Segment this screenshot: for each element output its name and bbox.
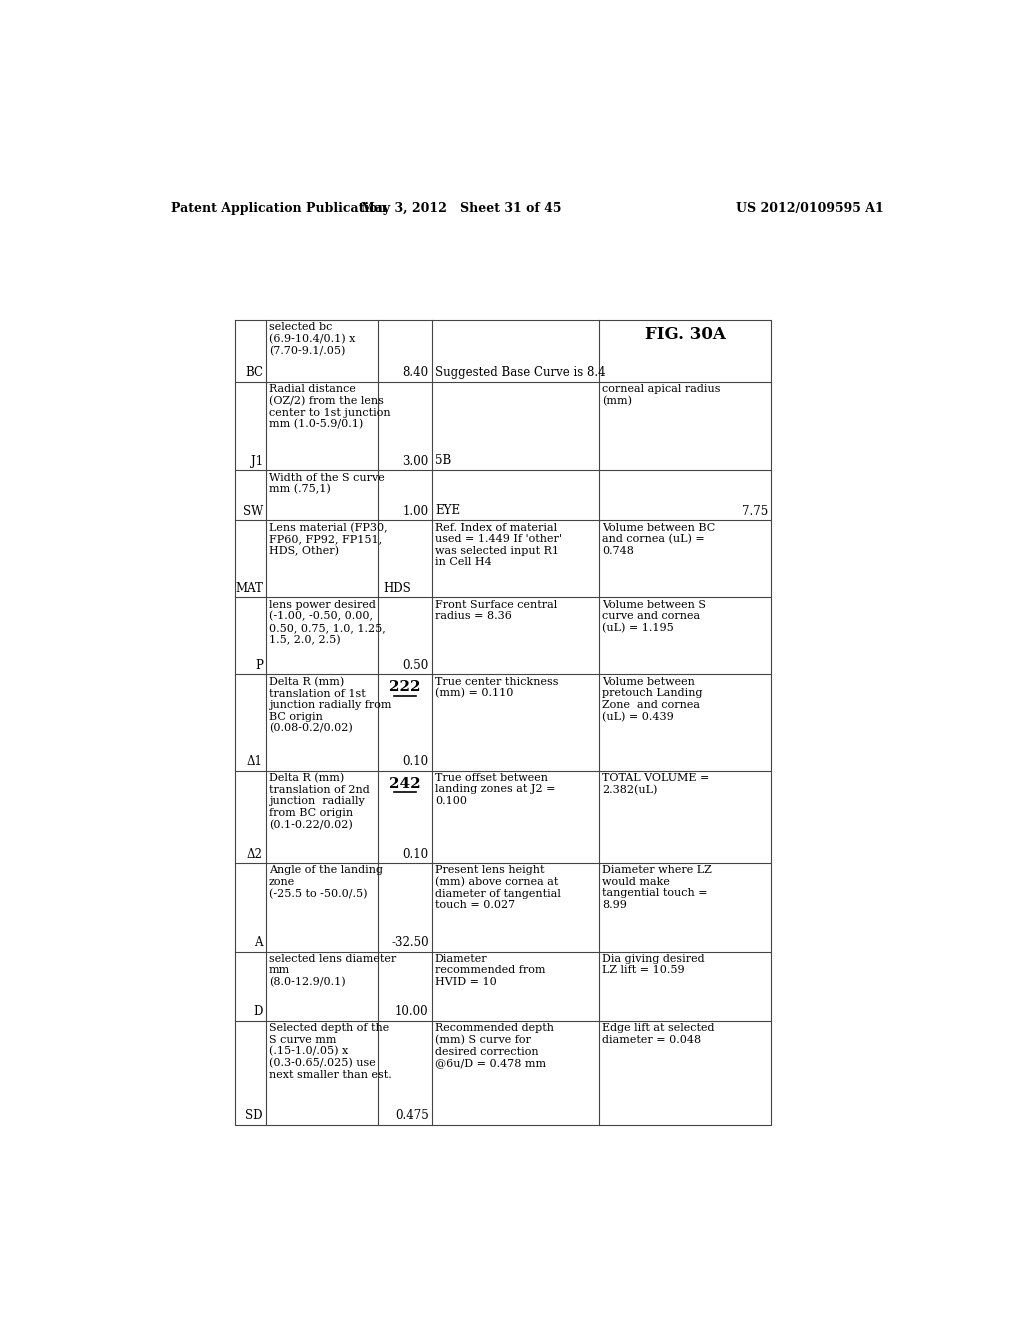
Text: HDS: HDS [384,582,412,595]
Text: 1.00: 1.00 [402,506,429,517]
Text: corneal apical radius
(mm): corneal apical radius (mm) [602,384,721,407]
Text: Selected depth of the
S curve mm
(.15-1.0/.05) x
(0.3-0.65/.025) use
next smalle: Selected depth of the S curve mm (.15-1.… [269,1023,392,1080]
Text: Lens material (FP30,
FP60, FP92, FP151,
HDS, Other): Lens material (FP30, FP60, FP92, FP151, … [269,523,388,557]
Text: lens power desired
(-1.00, -0.50, 0.00,
0.50, 0.75, 1.0, 1.25,
1.5, 2.0, 2.5): lens power desired (-1.00, -0.50, 0.00, … [269,599,386,645]
Text: Angle of the landing
zone
(-25.5 to -50.0/.5): Angle of the landing zone (-25.5 to -50.… [269,866,383,899]
Text: True center thickness
(mm) = 0.110: True center thickness (mm) = 0.110 [435,677,558,698]
Text: 222: 222 [389,681,421,694]
Text: 5B: 5B [435,454,452,467]
Text: True offset between
landing zones at J2 =
0.100: True offset between landing zones at J2 … [435,774,555,807]
Text: 8.40: 8.40 [402,367,429,379]
Text: 10.00: 10.00 [395,1006,429,1019]
Text: selected bc
(6.9-10.4/0.1) x
(7.70-9.1/.05): selected bc (6.9-10.4/0.1) x (7.70-9.1/.… [269,322,355,356]
Text: SD: SD [246,1109,263,1122]
Text: US 2012/0109595 A1: US 2012/0109595 A1 [736,202,884,215]
Text: Δ2: Δ2 [247,847,263,861]
Text: Width of the S curve
mm (.75,1): Width of the S curve mm (.75,1) [269,473,385,495]
Text: Radial distance
(OZ/2) from the lens
center to 1st junction
mm (1.0-5.9/0.1): Radial distance (OZ/2) from the lens cen… [269,384,391,429]
Text: Dia giving desired
LZ lift = 10.59: Dia giving desired LZ lift = 10.59 [602,954,705,975]
Text: 0.50: 0.50 [402,659,429,672]
Text: 242: 242 [389,776,421,791]
Text: 0.10: 0.10 [402,847,429,861]
Text: Volume between S
curve and cornea
(uL) = 1.195: Volume between S curve and cornea (uL) =… [602,599,707,634]
Text: 0.475: 0.475 [395,1109,429,1122]
Text: Delta R (mm)
translation of 1st
junction radially from
BC origin
(0.08-0.2/0.02): Delta R (mm) translation of 1st junction… [269,677,391,734]
Text: Diameter where LZ
would make
tangential touch =
8.99: Diameter where LZ would make tangential … [602,866,712,909]
Text: SW: SW [243,506,263,517]
Text: Patent Application Publication: Patent Application Publication [171,202,386,215]
Text: Present lens height
(mm) above cornea at
diameter of tangential
touch = 0.027: Present lens height (mm) above cornea at… [435,866,561,911]
Text: 3.00: 3.00 [402,455,429,469]
Text: Edge lift at selected
diameter = 0.048: Edge lift at selected diameter = 0.048 [602,1023,715,1044]
Text: selected lens diameter
mm
(8.0-12.9/0.1): selected lens diameter mm (8.0-12.9/0.1) [269,954,396,987]
Text: A: A [254,936,263,949]
Text: FIG. 30A: FIG. 30A [645,326,726,343]
Text: D: D [254,1006,263,1019]
Text: TOTAL VOLUME =
2.382(uL): TOTAL VOLUME = 2.382(uL) [602,774,710,795]
Text: Suggested Base Curve is 8.4: Suggested Base Curve is 8.4 [435,366,605,379]
Text: MAT: MAT [234,582,263,595]
Text: Volume between
pretouch Landing
Zone  and cornea
(uL) = 0.439: Volume between pretouch Landing Zone and… [602,677,702,722]
Text: May 3, 2012   Sheet 31 of 45: May 3, 2012 Sheet 31 of 45 [361,202,561,215]
Text: Recommended depth
(mm) S curve for
desired correction
@6u/D = 0.478 mm: Recommended depth (mm) S curve for desir… [435,1023,554,1068]
Text: BC: BC [245,367,263,379]
Text: 0.10: 0.10 [402,755,429,768]
Text: 7.75: 7.75 [742,506,768,517]
Text: EYE: EYE [435,504,460,517]
Text: Diameter
recommended from
HVID = 10: Diameter recommended from HVID = 10 [435,954,546,987]
Text: Ref. Index of material
used = 1.449 If 'other'
was selected input R1
in Cell H4: Ref. Index of material used = 1.449 If '… [435,523,562,568]
Text: -32.50: -32.50 [391,936,429,949]
Text: Front Surface central
radius = 8.36: Front Surface central radius = 8.36 [435,599,557,622]
Text: Volume between BC
and cornea (uL) =
0.748: Volume between BC and cornea (uL) = 0.74… [602,523,716,556]
Text: P: P [255,659,263,672]
Text: Δ1: Δ1 [247,755,263,768]
Text: J1: J1 [251,455,263,469]
Text: Delta R (mm)
translation of 2nd
junction  radially
from BC origin
(0.1-0.22/0.02: Delta R (mm) translation of 2nd junction… [269,774,370,830]
